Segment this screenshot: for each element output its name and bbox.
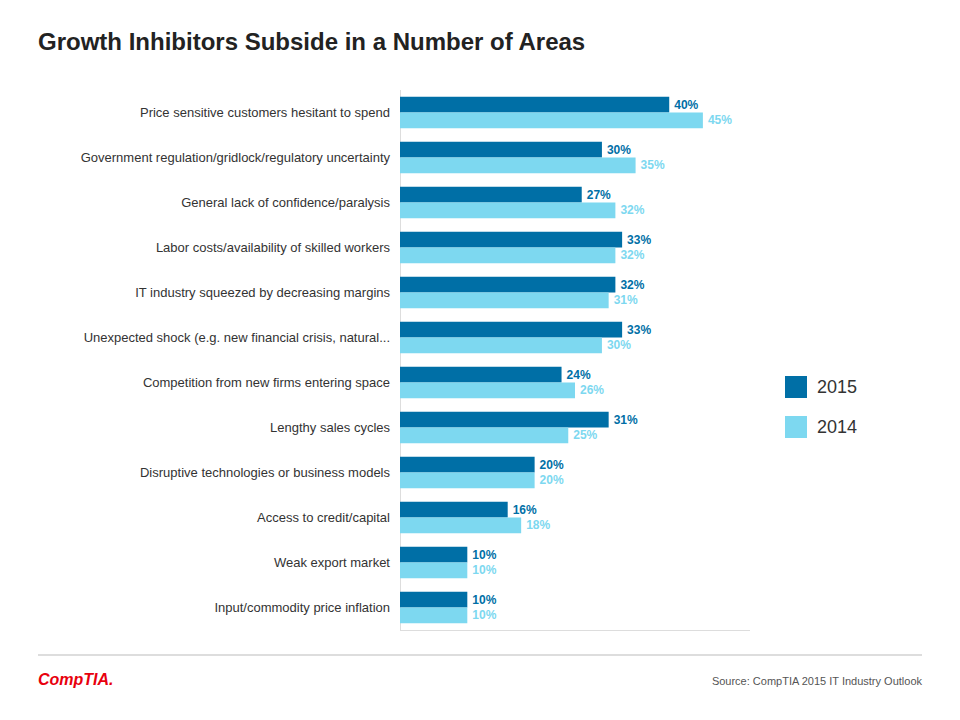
chart: Growth Inhibitors Subside in a Number of… [0,0,960,720]
category-label: Labor costs/availability of skilled work… [156,240,391,255]
data-label: 10% [472,548,496,562]
data-label: 10% [472,608,496,622]
category-label: Lengthy sales cycles [270,420,390,435]
data-label: 45% [708,113,732,127]
bar [400,412,609,428]
data-label: 25% [573,428,597,442]
data-label: 20% [540,473,564,487]
data-label: 26% [580,383,604,397]
bar [400,502,508,518]
data-labels: 40%30%27%33%32%33%24%31%20%16%10%10%45%3… [472,98,732,623]
annotation: Source: CompTIA 2015 IT Industry Outlook [712,675,923,687]
bar [400,158,636,174]
bar [400,338,602,354]
category-label: IT industry squeezed by decreasing margi… [135,285,390,300]
data-label: 20% [540,458,564,472]
data-label: 24% [567,368,591,382]
bar [400,592,467,608]
bar [400,232,622,248]
category-label: Competition from new firms entering spac… [143,375,390,390]
data-label: 27% [587,188,611,202]
data-label: 32% [620,248,644,262]
category-label: Weak export market [274,555,390,570]
bar [400,293,609,309]
bar [400,518,521,534]
data-label: 30% [607,143,631,157]
data-label: 32% [620,278,644,292]
bar [400,383,575,399]
bar [400,367,562,383]
data-label: 35% [641,158,665,172]
bar [400,428,568,444]
data-label: 16% [513,503,537,517]
bar [400,203,615,219]
data-label: 33% [627,233,651,247]
legend-swatch [785,376,807,398]
bar [400,97,669,113]
bars [400,97,703,624]
category-label: Price sensitive customers hesitant to sp… [140,105,390,120]
bar [400,563,467,579]
y-tick-labels: Price sensitive customers hesitant to sp… [81,105,391,615]
annotation: CompTIA. [38,671,114,688]
data-label: 33% [627,323,651,337]
bar [400,608,467,624]
legend-label: 2015 [817,377,857,397]
category-label: Government regulation/gridlock/regulator… [81,150,391,165]
bar [400,473,535,489]
data-label: 10% [472,593,496,607]
data-label: 10% [472,563,496,577]
legend: 2015 2014 [785,376,857,438]
bar [400,547,467,563]
bar [400,248,615,264]
category-label: Input/commodity price inflation [214,600,390,615]
bar [400,457,535,473]
category-label: General lack of confidence/paralysis [181,195,390,210]
x-axis-line [400,630,750,631]
data-label: 31% [614,413,638,427]
data-label: 30% [607,338,631,352]
legend-label: 2014 [817,417,857,437]
data-label: 18% [526,518,550,532]
legend-swatch [785,416,807,438]
category-label: Access to credit/capital [257,510,390,525]
category-label: Unexpected shock (e.g. new financial cri… [84,330,390,345]
bar [400,277,615,293]
data-label: 40% [674,98,698,112]
background [0,0,960,720]
separator [38,655,922,656]
bar [400,187,582,203]
category-label: Disruptive technologies or business mode… [140,465,391,480]
bar [400,113,703,129]
bar [400,322,622,338]
data-label: 32% [620,203,644,217]
bar [400,142,602,158]
title: Growth Inhibitors Subside in a Number of… [38,28,585,55]
data-label: 31% [614,293,638,307]
